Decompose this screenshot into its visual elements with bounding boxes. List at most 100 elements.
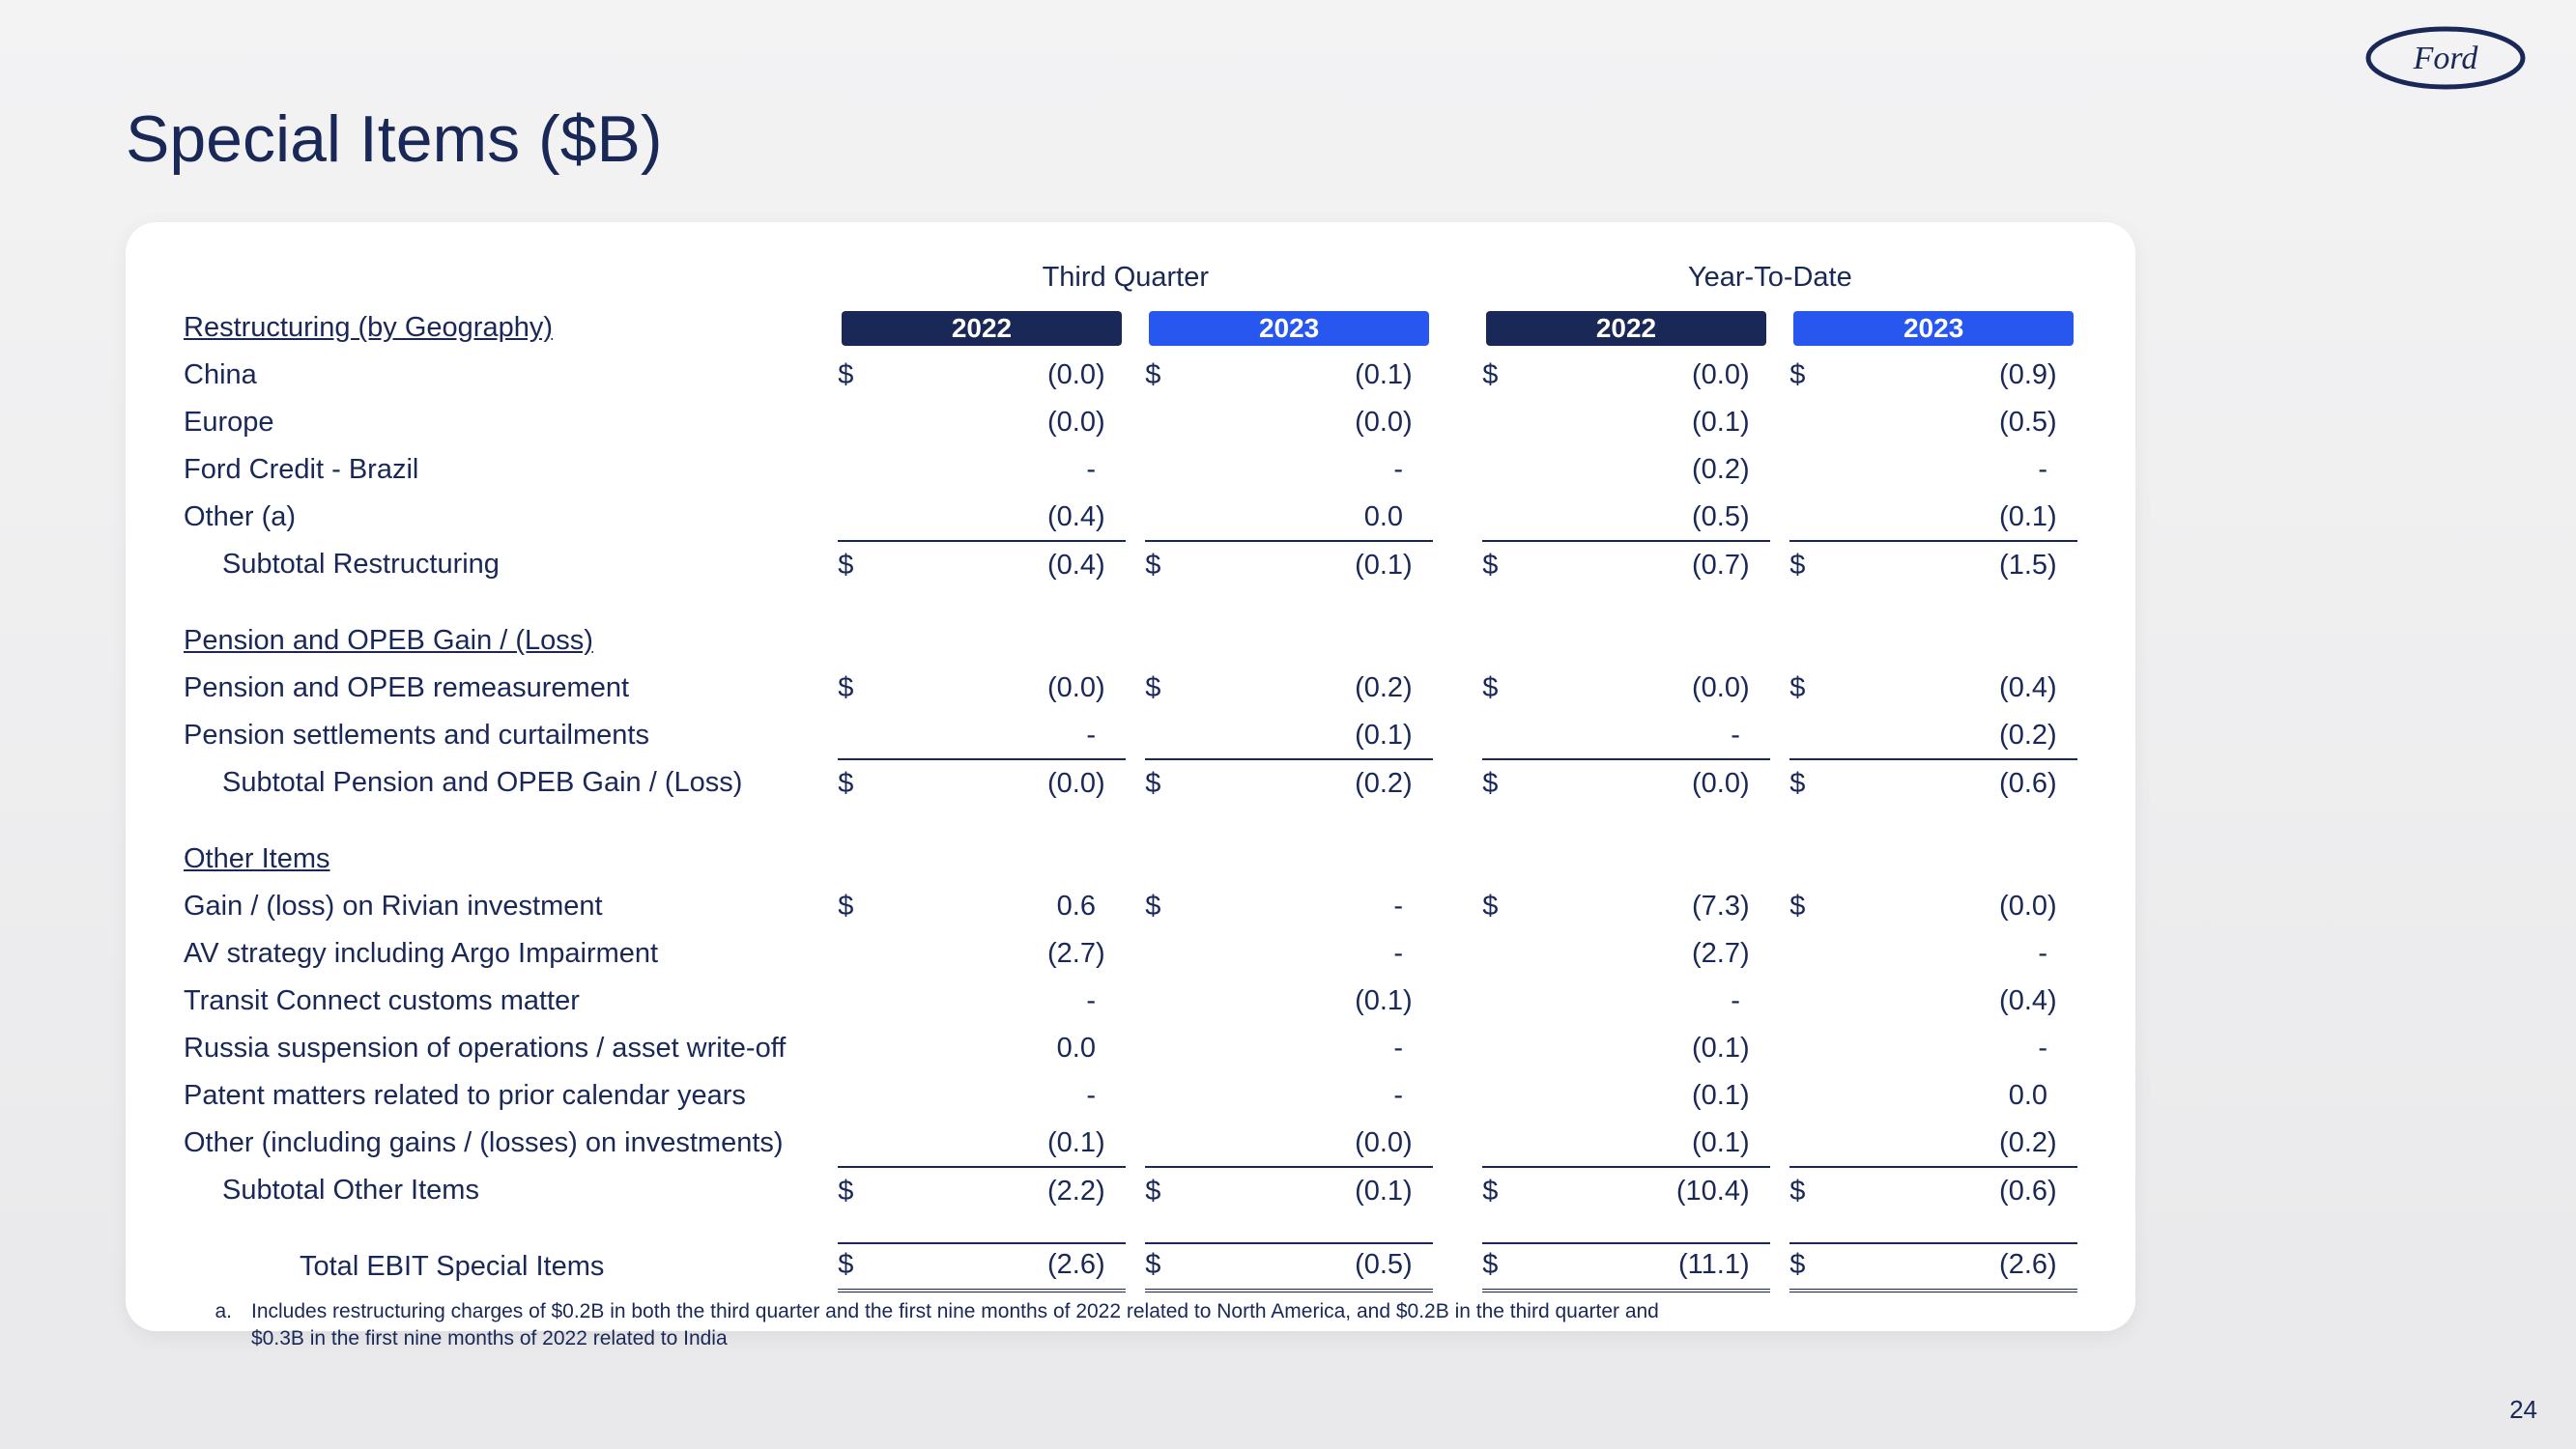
value-cell: (10.4 [1532,1167,1740,1214]
currency-symbol: $ [838,1243,887,1291]
currency-symbol [1482,1025,1531,1072]
currency-symbol [838,494,887,541]
currency-symbol [1789,446,1839,494]
value-cell: - [1195,930,1403,978]
value-cell: - [1195,1072,1403,1120]
currency-symbol [1145,1025,1194,1072]
currency-symbol [1482,930,1531,978]
value-cell: (0.1 [1532,399,1740,446]
value-cell: - [1840,930,2047,978]
total-label: Total EBIT Special Items [184,1243,818,1291]
currency-symbol [1482,446,1531,494]
row-label: Transit Connect customs matter [184,978,818,1025]
section-header: Pension and OPEB Gain / (Loss) [184,617,818,665]
value-cell: (0.0 [1840,883,2047,930]
value-cell: (0.4 [888,494,1096,541]
value-cell: (0.2 [1195,759,1403,807]
currency-symbol: $ [838,665,887,712]
value-cell: 0.0 [888,1025,1096,1072]
value-cell: (0.4 [888,541,1096,588]
currency-symbol [1789,1072,1839,1120]
logo-text: Ford [2413,41,2479,76]
value-cell: 0.6 [888,883,1096,930]
value-cell: (0.6 [1840,759,2047,807]
currency-symbol [838,399,887,446]
value-cell: (0.0 [888,399,1096,446]
value-cell: (0.0 [1532,352,1740,399]
currency-symbol [838,978,887,1025]
footnote-label: a. [193,1298,251,1325]
currency-symbol: $ [1145,759,1194,807]
value-cell: (2.7 [1532,930,1740,978]
footnote-text: Includes restructuring charges of $0.2B … [251,1298,1701,1353]
value-cell: - [1195,446,1403,494]
currency-symbol: $ [1789,665,1839,712]
value-cell: - [888,446,1096,494]
value-cell: (0.2 [1840,712,2047,759]
currency-symbol [1145,1120,1194,1167]
value-cell: - [1532,978,1740,1025]
currency-symbol: $ [1482,1243,1531,1291]
year-pill: 2023 [1793,311,2074,346]
subtotal-label: Subtotal Pension and OPEB Gain / (Loss) [184,759,818,807]
currency-symbol [1789,1120,1839,1167]
value-cell: (2.2 [888,1167,1096,1214]
row-label: Patent matters related to prior calendar… [184,1072,818,1120]
value-cell: (2.6 [888,1243,1096,1291]
currency-symbol: $ [1789,541,1839,588]
subtotal-label: Subtotal Restructuring [184,541,818,588]
currency-symbol: $ [1482,352,1531,399]
row-label: Russia suspension of operations / asset … [184,1025,818,1072]
currency-symbol: $ [838,1167,887,1214]
currency-symbol: $ [1482,1167,1531,1214]
currency-symbol: $ [1145,352,1194,399]
value-cell: (0.2 [1532,446,1740,494]
value-cell: 0.0 [1195,494,1403,541]
value-cell: (0.5 [1195,1243,1403,1291]
currency-symbol [838,1025,887,1072]
value-cell: (0.1 [1195,1167,1403,1214]
value-cell: (7.3 [1532,883,1740,930]
row-label: Ford Credit - Brazil [184,446,818,494]
value-cell: (0.1 [1195,541,1403,588]
row-label: Gain / (loss) on Rivian investment [184,883,818,930]
value-cell: - [1195,1025,1403,1072]
value-cell: (0.4 [1840,665,2047,712]
currency-symbol: $ [1145,665,1194,712]
currency-symbol [1789,399,1839,446]
currency-symbol: $ [838,352,887,399]
value-cell: (0.0 [888,352,1096,399]
value-cell: (0.0 [1532,759,1740,807]
currency-symbol: $ [1145,541,1194,588]
currency-symbol [838,1072,887,1120]
row-label: AV strategy including Argo Impairment [184,930,818,978]
subtotal-label: Subtotal Other Items [184,1167,818,1214]
value-cell: (0.1 [888,1120,1096,1167]
currency-symbol [838,1120,887,1167]
currency-symbol [838,712,887,759]
value-cell: (0.1 [1532,1120,1740,1167]
currency-symbol [1145,930,1194,978]
currency-symbol [1482,1072,1531,1120]
currency-symbol: $ [1789,759,1839,807]
currency-symbol: $ [1482,759,1531,807]
row-label: Other (a) [184,494,818,541]
period-header-q3: Third Quarter [818,251,1433,304]
year-pill: 2023 [1149,311,1429,346]
currency-symbol [1482,712,1531,759]
value-cell: (0.5 [1532,494,1740,541]
value-cell: (0.1 [1195,978,1403,1025]
value-cell: (0.6 [1840,1167,2047,1214]
value-cell: (0.0 [888,759,1096,807]
value-cell: - [888,1072,1096,1120]
row-label: Pension and OPEB remeasurement [184,665,818,712]
value-cell: 0.0 [1840,1072,2047,1120]
page-number: 24 [2509,1395,2537,1425]
value-cell: (0.5 [1840,399,2047,446]
currency-symbol [1789,930,1839,978]
currency-symbol [1145,446,1194,494]
currency-symbol: $ [1482,541,1531,588]
currency-symbol [1789,978,1839,1025]
currency-symbol: $ [1789,1243,1839,1291]
value-cell: (11.1 [1532,1243,1740,1291]
